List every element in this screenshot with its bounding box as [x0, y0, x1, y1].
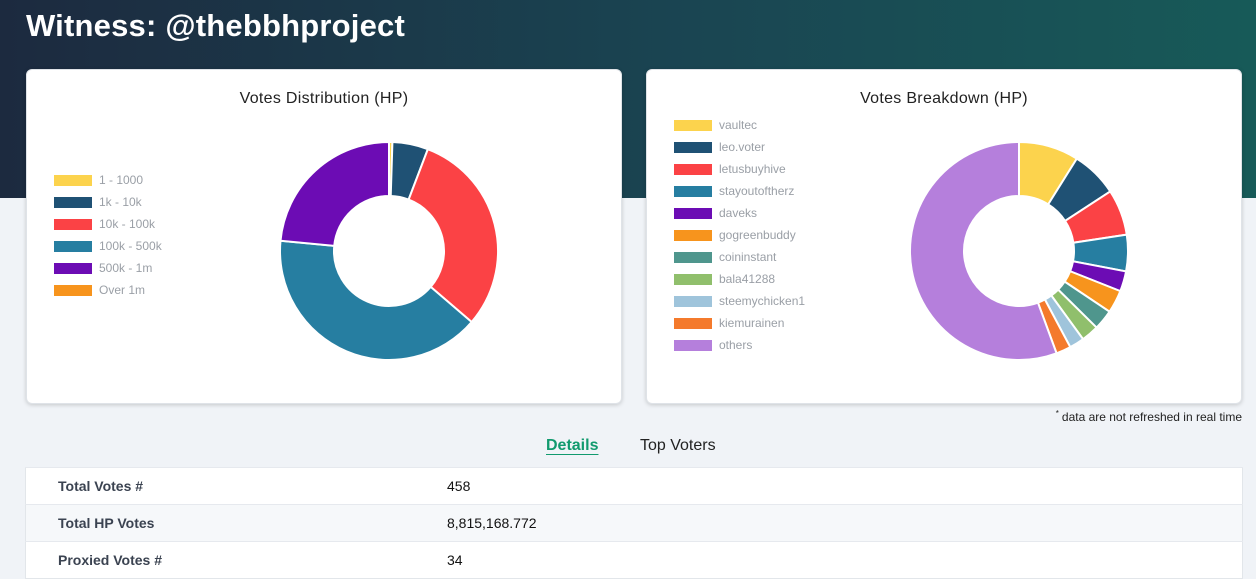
table-row: Total HP Votes 8,815,168.772 — [25, 504, 1243, 542]
page-title: Witness: @thebbhproject — [26, 8, 406, 43]
legend-item[interactable]: others — [674, 334, 805, 356]
legend-item[interactable]: bala41288 — [674, 268, 805, 290]
breakdown-legend: vaultec leo.voter letusbuyhive stayoutof… — [674, 114, 805, 356]
legend-item[interactable]: 1 - 1000 — [54, 169, 162, 191]
legend-item[interactable]: Over 1m — [54, 279, 162, 301]
detail-value: 458 — [447, 467, 1243, 505]
votes-distribution-donut[interactable] — [274, 136, 504, 366]
donut-slice-500k-1m[interactable] — [279, 140, 390, 247]
detail-value: 34 — [447, 541, 1243, 579]
tab-top-voters[interactable]: Top Voters — [640, 437, 716, 454]
legend-item[interactable]: daveks — [674, 202, 805, 224]
legend-label: stayoutoftherz — [719, 184, 795, 198]
votes-distribution-card: Votes Distribution (HP) 1 - 1000 1k - 10… — [26, 69, 622, 404]
legend-swatch — [674, 251, 712, 263]
votes-breakdown-donut[interactable] — [904, 136, 1134, 366]
legend-label: letusbuyhive — [719, 162, 786, 176]
legend-label: bala41288 — [719, 272, 776, 286]
details-table: Total Votes # 458 Total HP Votes 8,815,1… — [25, 467, 1243, 579]
legend-item[interactable]: gogreenbuddy — [674, 224, 805, 246]
legend-label: 500k - 1m — [99, 261, 153, 275]
legend-swatch — [674, 229, 712, 241]
legend-item[interactable]: letusbuyhive — [674, 158, 805, 180]
legend-label: daveks — [719, 206, 758, 220]
card-title: Votes Distribution (HP) — [239, 90, 409, 107]
tab-details[interactable]: Details — [546, 437, 599, 454]
legend-label: vaultec — [719, 118, 758, 132]
legend-swatch — [674, 295, 712, 307]
legend-swatch — [54, 284, 92, 296]
legend-swatch — [54, 174, 92, 186]
note-text: data are not refreshed in real time — [1061, 410, 1242, 424]
legend-swatch — [674, 339, 712, 351]
legend-item[interactable]: 1k - 10k — [54, 191, 162, 213]
legend-item[interactable]: stayoutoftherz — [674, 180, 805, 202]
donut-slice-10k-100k[interactable] — [407, 147, 499, 324]
legend-swatch — [54, 196, 92, 208]
legend-label: Over 1m — [99, 283, 146, 297]
legend-swatch — [674, 317, 712, 329]
detail-label: Total HP Votes — [25, 504, 447, 542]
legend-item[interactable]: 100k - 500k — [54, 235, 162, 257]
distribution-legend: 1 - 1000 1k - 10k 10k - 100k 100k - 500k… — [54, 169, 162, 301]
card-title: Votes Breakdown (HP) — [860, 90, 1028, 107]
detail-value: 8,815,168.772 — [447, 504, 1243, 542]
legend-label: others — [719, 338, 753, 352]
detail-label: Proxied Votes # — [25, 541, 447, 579]
legend-swatch — [54, 218, 92, 230]
legend-item[interactable]: 500k - 1m — [54, 257, 162, 279]
donut-slice-100k-500k[interactable] — [279, 239, 474, 361]
legend-label: kiemurainen — [719, 316, 785, 330]
legend-swatch — [54, 240, 92, 252]
legend-swatch — [674, 141, 712, 153]
legend-label: steemychicken1 — [719, 294, 806, 308]
table-row: Proxied Votes # 34 — [25, 541, 1243, 579]
legend-swatch — [674, 163, 712, 175]
legend-swatch — [674, 207, 712, 219]
table-row: Total Votes # 458 — [25, 467, 1243, 505]
legend-label: 10k - 100k — [99, 217, 156, 231]
legend-swatch — [674, 119, 712, 131]
legend-item[interactable]: 10k - 100k — [54, 213, 162, 235]
legend-label: gogreenbuddy — [719, 228, 796, 242]
legend-item[interactable]: steemychicken1 — [674, 290, 805, 312]
legend-item[interactable]: kiemurainen — [674, 312, 805, 334]
legend-item[interactable]: leo.voter — [674, 136, 805, 158]
legend-swatch — [54, 262, 92, 274]
note-marker: * — [1055, 409, 1059, 418]
tab-bar: Details Top Voters — [0, 437, 1256, 459]
legend-label: 1k - 10k — [99, 195, 142, 209]
legend-label: 1 - 1000 — [99, 173, 144, 187]
legend-swatch — [674, 185, 712, 197]
legend-item[interactable]: vaultec — [674, 114, 805, 136]
legend-label: coininstant — [719, 250, 777, 264]
detail-label: Total Votes # — [25, 467, 447, 505]
legend-item[interactable]: coininstant — [674, 246, 805, 268]
votes-breakdown-card: Votes Breakdown (HP) vaultec leo.voter l… — [646, 69, 1242, 404]
legend-swatch — [674, 273, 712, 285]
donut-slice-others[interactable] — [909, 140, 1058, 361]
legend-label: leo.voter — [719, 140, 766, 154]
refresh-note: * data are not refreshed in real time — [1056, 409, 1242, 424]
legend-label: 100k - 500k — [99, 239, 162, 253]
